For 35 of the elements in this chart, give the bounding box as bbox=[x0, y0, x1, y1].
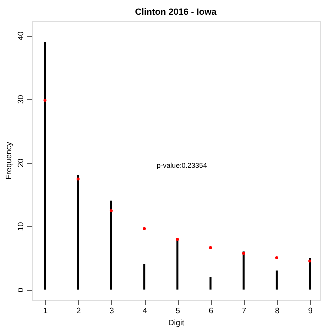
point bbox=[110, 210, 113, 213]
y-tick-label: 30 bbox=[16, 94, 26, 104]
y-tick-label: 40 bbox=[16, 31, 26, 41]
bar bbox=[144, 264, 146, 290]
y-axis-title: Frequency bbox=[4, 142, 14, 180]
point bbox=[143, 227, 146, 230]
point bbox=[308, 260, 312, 263]
bar bbox=[176, 238, 179, 290]
x-tick-label: 5 bbox=[176, 306, 181, 316]
y-tick-label: 0 bbox=[16, 288, 26, 293]
y-tick-label: 20 bbox=[16, 158, 26, 168]
x-tick-label: 8 bbox=[275, 306, 280, 316]
point bbox=[242, 252, 246, 256]
x-tick-label: 7 bbox=[242, 306, 248, 316]
bar bbox=[309, 258, 312, 290]
bar bbox=[110, 200, 112, 290]
bar bbox=[276, 270, 278, 290]
x-tick-label: 3 bbox=[110, 306, 115, 316]
point bbox=[275, 256, 278, 260]
bar bbox=[242, 252, 245, 290]
bar bbox=[210, 277, 212, 290]
chart-title: Clinton 2016 - Iowa bbox=[135, 7, 218, 17]
x-tick-label: 2 bbox=[76, 306, 82, 316]
point bbox=[209, 246, 212, 250]
bar bbox=[44, 42, 46, 290]
x-tick-label: 9 bbox=[308, 306, 314, 316]
x-tick-label: 4 bbox=[142, 306, 148, 316]
x-tick-label: 6 bbox=[209, 306, 214, 316]
x-axis-title: Digit bbox=[168, 318, 186, 328]
y-tick-label: 10 bbox=[16, 222, 26, 232]
point bbox=[76, 178, 80, 181]
point bbox=[44, 98, 47, 102]
bar bbox=[77, 175, 80, 290]
point bbox=[176, 238, 180, 242]
x-tick-label: 1 bbox=[44, 306, 49, 316]
